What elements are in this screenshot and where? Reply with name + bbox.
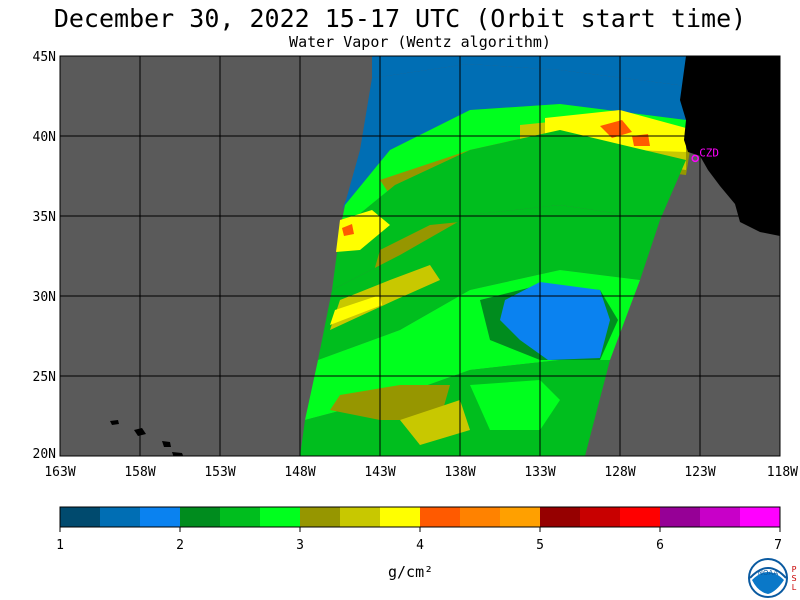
lat-lon-grid <box>60 56 780 456</box>
colorbar-swatch <box>540 507 581 527</box>
colorbar-swatch <box>60 507 101 527</box>
lon-label: 153W <box>204 465 235 480</box>
colorbar-tick-label: 7 <box>774 538 782 553</box>
lon-label: 133W <box>524 465 555 480</box>
station-label: CZD <box>699 146 719 159</box>
colorbar-tick-label: 3 <box>296 538 304 553</box>
colorbar-swatch <box>220 507 261 527</box>
lon-label: 128W <box>604 465 635 480</box>
map-subtitle: Water Vapor (Wentz algorithm) <box>289 33 551 51</box>
colorbar-swatch <box>460 507 501 527</box>
colorbar-tick-label: 5 <box>536 538 544 553</box>
colorbar-tick-label: 4 <box>416 538 424 553</box>
colorbar-unit-label: g/cm² <box>388 563 434 581</box>
lat-label: 20N <box>33 447 56 462</box>
lat-label: 40N <box>33 130 56 145</box>
map-title: December 30, 2022 15-17 UTC (Orbit start… <box>53 4 747 33</box>
lat-label: 30N <box>33 290 56 305</box>
colorbar-swatch <box>420 507 461 527</box>
station-marker-czd: CZD <box>691 146 719 163</box>
colorbar-swatch <box>300 507 341 527</box>
colorbar-tick-label: 6 <box>656 538 664 553</box>
longitude-labels: 163W 158W 153W 148W 143W 138W 133W 128W 123W 118W <box>44 465 798 480</box>
latitude-labels: 45N 40N 35N 30N 25N 20N <box>33 50 56 462</box>
colorbar-tick-label: 1 <box>56 538 64 553</box>
colorbar-tick-labels: 1 2 3 4 5 6 7 <box>56 527 782 553</box>
noaa-logo-icon: NOAA PSL <box>748 558 797 598</box>
lat-label: 45N <box>33 50 56 65</box>
noaa-logo-text: NOAA <box>758 569 779 577</box>
lon-label: 118W <box>767 465 798 480</box>
colorbar-swatch <box>700 507 741 527</box>
colorbar-swatch <box>100 507 141 527</box>
colorbar-swatch <box>380 507 421 527</box>
lon-label: 158W <box>124 465 155 480</box>
colorbar-swatch <box>180 507 221 527</box>
lon-label: 123W <box>684 465 715 480</box>
lon-label: 138W <box>444 465 475 480</box>
colorbar-swatch <box>580 507 621 527</box>
colorbar-swatch <box>620 507 661 527</box>
colorbar <box>59 506 781 528</box>
map-frame <box>59 55 781 457</box>
lon-label: 148W <box>284 465 315 480</box>
colorbar-tick-label: 2 <box>176 538 184 553</box>
station-dot <box>691 154 699 163</box>
colorbar-swatch <box>140 507 181 527</box>
psl-letter: P <box>792 565 797 574</box>
psl-letter: S <box>791 574 796 583</box>
lat-label: 35N <box>33 210 56 225</box>
lon-label: 143W <box>364 465 395 480</box>
satellite-swath <box>300 56 690 456</box>
lon-label: 163W <box>44 465 75 480</box>
lat-label: 25N <box>33 370 56 385</box>
colorbar-swatch <box>500 507 541 527</box>
land-mask <box>680 56 780 236</box>
psl-letters: PSL <box>791 565 796 592</box>
colorbar-swatch <box>260 507 301 527</box>
colorbar-swatch <box>340 507 381 527</box>
colorbar-swatch <box>740 507 781 527</box>
psl-letter: L <box>792 583 797 592</box>
colorbar-swatch <box>660 507 701 527</box>
